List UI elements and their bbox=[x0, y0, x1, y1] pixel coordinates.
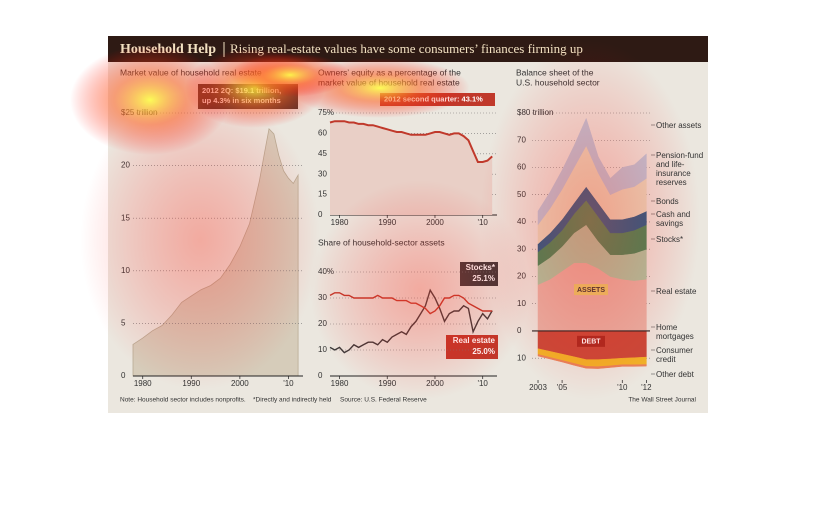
x-tick-label: 1980 bbox=[331, 379, 349, 388]
legend-label: Stocks* bbox=[656, 235, 684, 244]
y-tick-label: 10 bbox=[517, 299, 526, 308]
y-tick-label: 45 bbox=[318, 149, 327, 158]
footer-note: Note: Household sector includes nonprofi… bbox=[120, 397, 246, 404]
y-tick-label: 30 bbox=[318, 169, 327, 178]
x-tick-label: 2000 bbox=[426, 218, 444, 227]
y-tick-label: 75% bbox=[318, 108, 334, 117]
y-tick-label: $25 trillion bbox=[121, 108, 157, 117]
annotation: up 4.3% in six months bbox=[202, 96, 281, 105]
annotation: DEBT bbox=[581, 339, 601, 346]
y-tick-label: 30 bbox=[318, 293, 327, 302]
footer-credit: The Wall Street Journal bbox=[628, 397, 696, 404]
annotation: 2012 second quarter: 43.1% bbox=[384, 94, 483, 103]
y-tick-label: 20 bbox=[318, 319, 327, 328]
chart-title: U.S. household sector bbox=[516, 77, 600, 87]
legend-label: Bonds bbox=[656, 197, 679, 206]
annotation: 2012 2Q: $19.1 trillion, bbox=[202, 86, 281, 95]
x-tick-label: '12 bbox=[641, 383, 652, 392]
legend-label: Consumer credit bbox=[656, 346, 693, 364]
header-subtitle: Rising real-estate values have some cons… bbox=[230, 41, 583, 56]
chart-title: Market value of household real estate bbox=[120, 67, 262, 77]
y-tick-label: 40% bbox=[318, 267, 334, 276]
x-tick-label: 1990 bbox=[378, 379, 396, 388]
y-tick-label: 0 bbox=[318, 371, 323, 380]
legend-label: Real estate bbox=[656, 287, 697, 296]
x-tick-label: 1990 bbox=[378, 218, 396, 227]
y-tick-label: 0 bbox=[318, 210, 323, 219]
x-tick-label: 1990 bbox=[182, 379, 200, 388]
x-tick-label: 1980 bbox=[134, 379, 152, 388]
value-label: 25.0% bbox=[472, 347, 495, 356]
y-tick-label: 15 bbox=[121, 213, 130, 222]
y-tick-label: 10 bbox=[517, 353, 526, 362]
x-tick-label: '10 bbox=[283, 379, 294, 388]
line bbox=[329, 120, 493, 163]
x-tick-label: '10 bbox=[617, 383, 628, 392]
y-tick-label: 60 bbox=[517, 163, 526, 172]
y-tick-label: 70 bbox=[517, 135, 526, 144]
chart-title: Owners’ equity as a percentage of the bbox=[318, 67, 461, 77]
y-tick-label: 5 bbox=[121, 319, 126, 328]
legend-label: Home mortgages bbox=[656, 323, 694, 341]
x-tick-label: 2000 bbox=[231, 379, 249, 388]
y-tick-label: $80 trillion bbox=[517, 108, 553, 117]
chart-title: market value of household real estate bbox=[318, 77, 460, 87]
value-label: 25.1% bbox=[472, 274, 495, 283]
x-tick-label: '05 bbox=[557, 383, 568, 392]
chart-title: Balance sheet of the bbox=[516, 67, 594, 77]
y-tick-label: 50 bbox=[517, 190, 526, 199]
y-tick-label: 20 bbox=[517, 272, 526, 281]
footer-footnote: *Directly and indirectly held bbox=[253, 397, 332, 404]
chart-title: Share of household-sector assets bbox=[318, 237, 445, 247]
footer-source: Source: U.S. Federal Reserve bbox=[340, 397, 427, 404]
y-tick-label: 60 bbox=[318, 129, 327, 138]
series-label: Real estate bbox=[453, 336, 496, 345]
y-tick-label: 10 bbox=[318, 345, 327, 354]
y-tick-label: 40 bbox=[517, 217, 526, 226]
x-tick-label: '10 bbox=[477, 379, 488, 388]
header-title: Household Help bbox=[120, 42, 216, 57]
legend-label: Other assets bbox=[656, 121, 702, 130]
y-tick-label: 10 bbox=[121, 266, 130, 275]
y-tick-label: 20 bbox=[121, 161, 130, 170]
x-tick-label: 1980 bbox=[331, 218, 349, 227]
x-tick-label: '10 bbox=[477, 218, 488, 227]
legend-label: Other debt bbox=[656, 370, 694, 379]
annotation: ASSETS bbox=[577, 287, 605, 294]
legend-label: Pension-fund and life-insurance reserves bbox=[656, 151, 704, 187]
x-tick-label: 2000 bbox=[426, 379, 444, 388]
x-tick-label: 2003 bbox=[529, 383, 547, 392]
y-tick-label: 0 bbox=[121, 371, 126, 380]
y-tick-label: 15 bbox=[318, 190, 327, 199]
y-tick-label: 0 bbox=[517, 326, 522, 335]
y-tick-label: 30 bbox=[517, 244, 526, 253]
series-label: Stocks* bbox=[466, 263, 496, 272]
legend-label: Cash and savings bbox=[656, 210, 691, 228]
